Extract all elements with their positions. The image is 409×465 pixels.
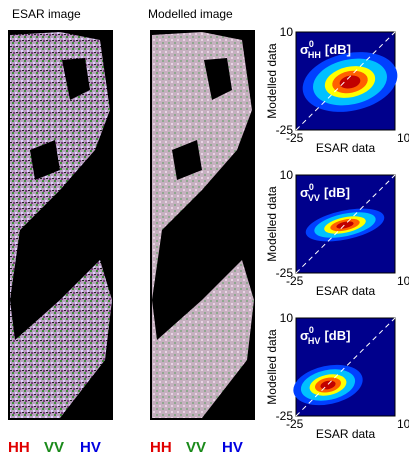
superscript: 0 [309,325,314,335]
legend-hv: HV [80,439,101,456]
subscript: HH [308,50,321,60]
legend-vv: VV [186,439,206,456]
y-tick-label: 10 [280,168,294,182]
subscript: VV [308,193,320,203]
superscript: 0 [309,39,314,49]
y-axis-label: Modelled data [265,43,279,119]
y-axis-label: Modelled data [265,329,279,405]
legend-hh: HH [150,439,172,456]
unit: [dB] [324,185,350,200]
image-title: ESAR image [12,7,81,21]
superscript: 0 [309,182,314,192]
x-tick-label: 10 [397,131,409,145]
x-axis-label: ESAR data [316,427,376,441]
subscript: HV [308,336,321,346]
legend-vv: VV [44,439,64,456]
legend-hh: HH [8,439,30,456]
x-tick-label: 10 [397,274,409,288]
y-axis-label: Modelled data [265,186,279,262]
x-axis-label: ESAR data [316,141,376,155]
figure: ESAR image Modelled image HH VV HV HH VV… [0,0,409,460]
x-tick-label: -25 [286,274,304,288]
unit: [dB] [324,328,350,343]
x-axis-label: ESAR data [316,284,376,298]
unit: [dB] [325,42,351,57]
x-tick-label: -25 [286,131,304,145]
legend-hv: HV [222,439,243,456]
y-tick-label: 10 [280,25,294,39]
x-tick-label: -25 [286,417,304,431]
image-title: Modelled image [148,7,233,21]
y-tick-label: 10 [280,311,294,325]
x-tick-label: 10 [397,417,409,431]
